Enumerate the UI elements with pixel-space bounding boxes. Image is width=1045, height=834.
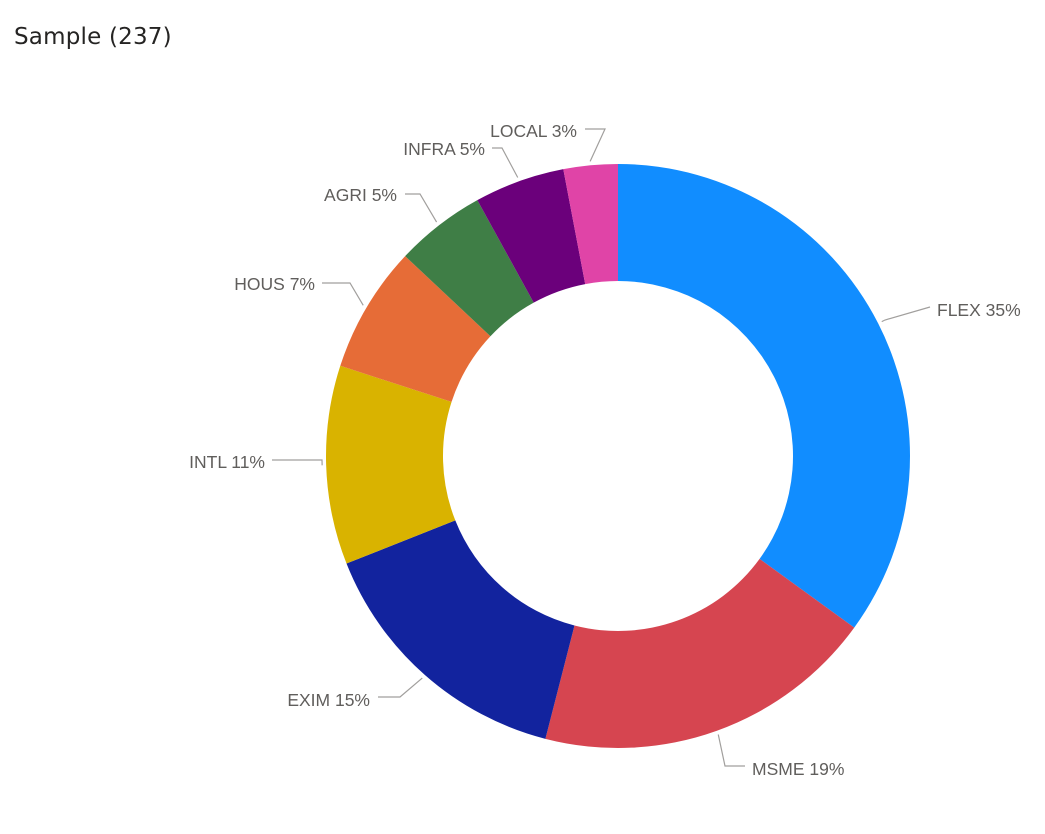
leader-exim (378, 677, 423, 698)
label-exim: EXIM 15% (287, 690, 370, 710)
slice-intl[interactable] (326, 365, 456, 564)
label-agri: AGRI 5% (324, 185, 397, 205)
label-msme: MSME 19% (752, 759, 844, 779)
leader-hous (322, 282, 364, 306)
leader-flex (881, 306, 931, 323)
slice-exim[interactable] (346, 520, 575, 739)
donut-slices (326, 164, 910, 748)
leader-local (585, 128, 606, 162)
label-hous: HOUS 7% (234, 274, 315, 294)
leader-infra (492, 147, 519, 178)
leader-intl (272, 459, 323, 466)
label-flex: FLEX 35% (937, 300, 1021, 320)
leader-lines (272, 128, 931, 767)
slice-flex[interactable] (618, 164, 910, 628)
label-intl: INTL 11% (189, 452, 265, 472)
slice-local[interactable] (563, 164, 618, 285)
slice-hous[interactable] (340, 256, 491, 402)
data-labels: FLEX 35% MSME 19% EXIM 15% INTL 11% HOUS 7% A… (189, 121, 1021, 779)
leader-msme (717, 734, 745, 767)
chart-title: Sample (237) (14, 24, 172, 50)
leader-agri (405, 193, 438, 223)
slice-agri[interactable] (405, 200, 534, 337)
label-infra: INFRA 5% (403, 139, 485, 159)
slice-msme[interactable] (545, 558, 855, 748)
slice-infra[interactable] (477, 169, 586, 303)
label-local: LOCAL 3% (490, 121, 577, 141)
